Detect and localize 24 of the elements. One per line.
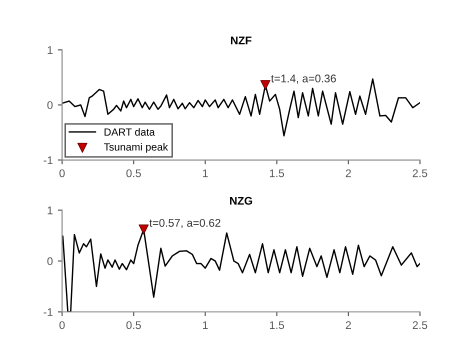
annotation: t=0.57, a=0.62: [149, 218, 220, 228]
x-tick-label: 1.5: [270, 321, 284, 330]
y-tick-label: 1: [48, 46, 53, 54]
x-tick-label: 0.5: [126, 321, 141, 330]
x-tick-label: 1: [203, 169, 208, 178]
y-tick-label: 0: [47, 257, 53, 266]
y-tick-label: -1: [44, 308, 53, 316]
annotation: t=1.4, a=0.36: [271, 74, 336, 84]
x-tick-label: 2.5: [412, 321, 428, 330]
x-tick-label: 0: [59, 169, 65, 178]
x-tick-label: 2: [346, 321, 351, 329]
y-tick-label: 1: [48, 206, 53, 214]
legend-label: DART data: [104, 128, 155, 136]
x-tick-label: 0.5: [126, 169, 141, 178]
x-tick-label: 1: [203, 321, 208, 329]
legend-label: Tsunami peak: [104, 143, 168, 153]
chart-title: NZF: [230, 36, 252, 44]
x-tick-label: 2: [346, 169, 351, 178]
chart-title: NZG: [230, 196, 252, 205]
y-tick-label: -1: [44, 156, 53, 164]
y-tick-label: 0: [47, 101, 53, 110]
x-tick-label: 0: [59, 321, 65, 330]
x-tick-label: 1.5: [270, 169, 284, 178]
x-tick-label: 2.5: [412, 169, 428, 178]
